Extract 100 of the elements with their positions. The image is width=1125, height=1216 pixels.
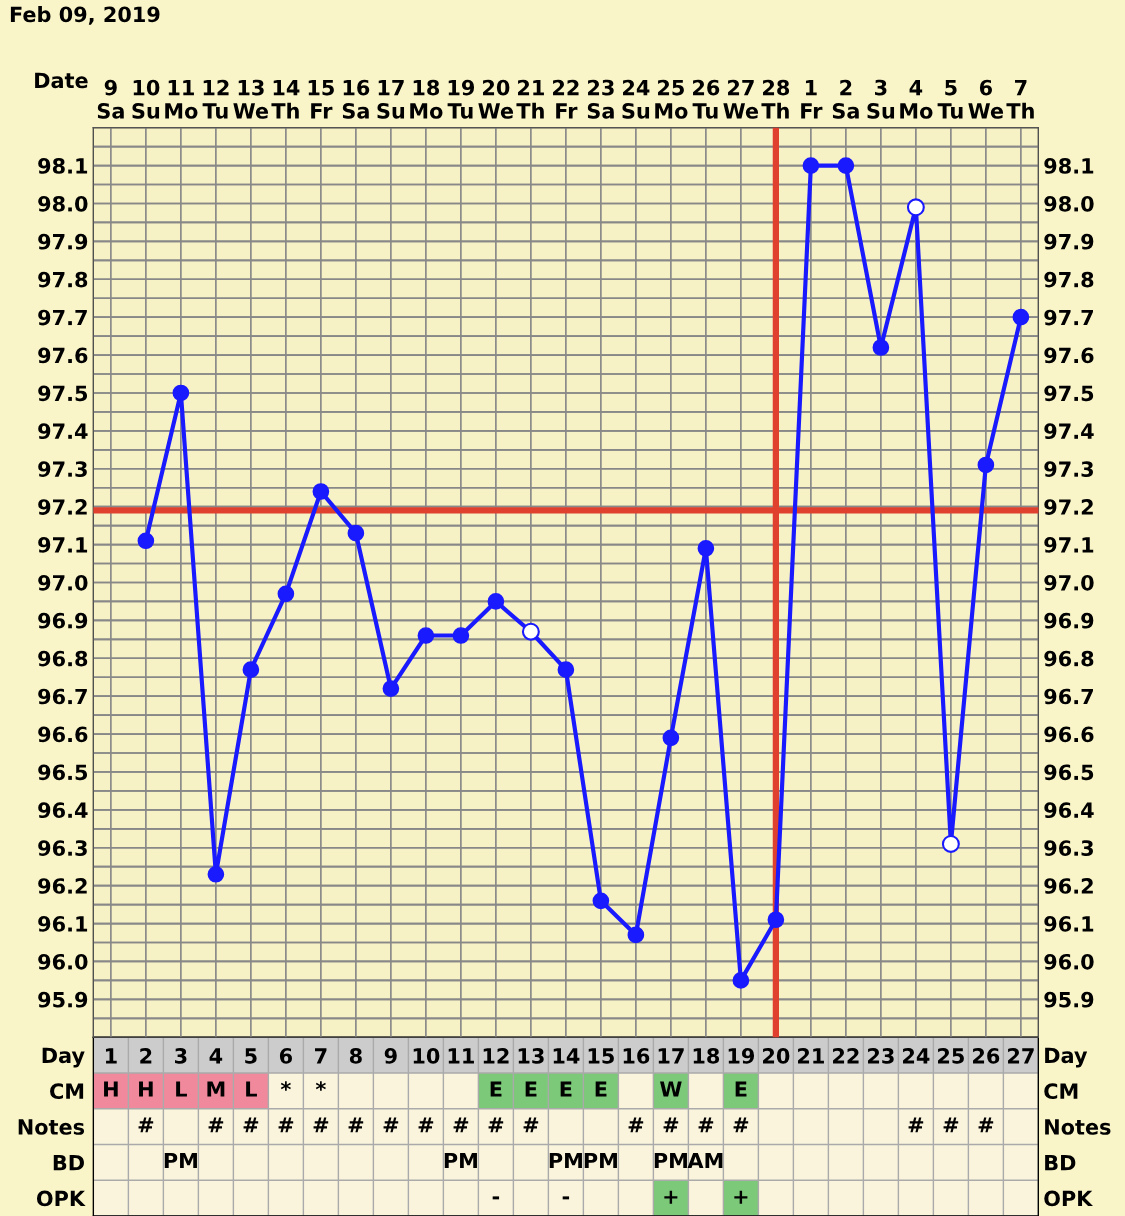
y-tick-label: 97.4 [38,423,88,440]
x-tick-label: 11 Mo [165,79,198,119]
x-tick-label: 27 We [723,79,759,119]
point [137,532,155,550]
text: # [383,1117,399,1133]
y-tick-label: 97.1 [38,537,88,553]
point [417,627,435,644]
y-tick-label: Notes [1045,1119,1111,1135]
x-tick-label: 14 Th [271,79,300,119]
point [382,680,400,697]
text: M [207,1081,225,1097]
x-tick-label: 26 Tu [692,79,720,119]
x-tick-label: 8 [349,1048,362,1064]
y-tick-label: 96.4 [38,802,88,819]
x-tick-label: 1 Fr [801,79,823,119]
x-tick-label: 13 We [233,79,269,119]
text: # [313,1117,329,1133]
x-tick-label: 19 Tu [447,79,475,119]
text: AM [687,1152,723,1169]
text: * [315,1081,326,1091]
text: + [664,1190,678,1204]
x-tick-label: 15 Fr [308,79,334,119]
point [207,865,225,883]
x-tick-label: 12 Tu [202,79,229,119]
x-tick-label: 4 Mo [900,79,933,119]
point [627,926,645,944]
x-tick-label: 10 [413,1048,440,1064]
text: # [698,1117,714,1133]
x-axis-title: Date [35,72,88,89]
text: E [525,1081,537,1097]
x-tick-label: 21 Th [516,79,544,119]
y-tick-label: CM [1044,1083,1078,1100]
y-tick-label: 95.9 [38,991,88,1008]
x-tick-label: 26 [973,1048,1000,1064]
point [872,339,890,356]
text: E [595,1081,607,1097]
y-tick-label: 97.8 [38,271,88,288]
x-tick-label: 19 [728,1048,755,1064]
point [662,729,680,747]
x-tick-label: 7 [315,1048,327,1064]
point [277,585,295,603]
y-tick-label: 96.6 [38,726,88,743]
x-tick-label: 25 Mo [655,79,688,119]
y-tick-label: 97.2 [38,499,87,515]
x-tick-label: 9 Sa [97,79,124,119]
x-tick-label: 13 [518,1048,544,1064]
point [487,593,505,610]
text: PM [654,1152,687,1169]
y-tick-label: 97.9 [38,233,88,250]
y-tick-label: 98.0 [38,195,88,212]
text: H [139,1081,153,1097]
text: - [492,1196,500,1200]
x-tick-label: 17 Su [377,79,405,119]
x-tick-label: 5 [245,1048,257,1064]
text: # [523,1117,539,1133]
text: # [208,1117,224,1133]
text: # [628,1117,644,1133]
x-tick-label: 2 Sa [832,79,859,119]
x-tick-label: 25 [938,1048,964,1064]
x-tick-label: 18 Mo [410,79,443,119]
point [452,627,470,644]
chart-title: Feb 09, 2019 [10,6,160,25]
text: L [246,1081,257,1097]
text: # [733,1117,749,1133]
x-tick-label: 6 [279,1048,292,1064]
text: L [176,1081,187,1097]
y-tick-label: 96.2 [38,878,87,894]
text: - [562,1196,570,1200]
point [242,661,260,678]
y-tick-label: 98.1 [38,158,88,174]
x-tick-label: 27 [1008,1048,1034,1064]
y-tick-label: 97.0 [38,574,88,591]
point [172,384,190,402]
x-tick-label: 2 [140,1048,152,1064]
y-tick-label: 97.6 [38,347,88,364]
text: * [280,1081,291,1091]
x-tick-label: 6 We [968,79,1004,119]
text: # [348,1117,364,1133]
y-tick-label: 97.3 [38,461,87,477]
x-tick-label: 24 Su [622,79,650,119]
y-tick-label: 96.5 [38,764,88,781]
x-tick-label: 16 Sa [342,79,370,119]
text: # [243,1117,259,1133]
text: + [734,1190,748,1204]
text: # [908,1117,924,1133]
x-tick-label: 7 Th [1006,79,1034,119]
x-tick-label: 17 [658,1048,684,1064]
x-tick-label: 24 [903,1048,930,1064]
y-tick-label: 96.8 [38,650,88,667]
point [592,892,610,910]
point [697,540,715,557]
x-tick-label: 28 Th [761,79,790,119]
y-tick-label: 96.7 [38,688,87,705]
point [977,456,995,474]
x-tick-label: 21 [798,1048,824,1064]
text: E [490,1081,502,1097]
x-tick-label: 3 Su [867,79,895,119]
point [1012,308,1030,326]
text: # [418,1117,434,1133]
x-tick-label: 14 [553,1048,580,1064]
